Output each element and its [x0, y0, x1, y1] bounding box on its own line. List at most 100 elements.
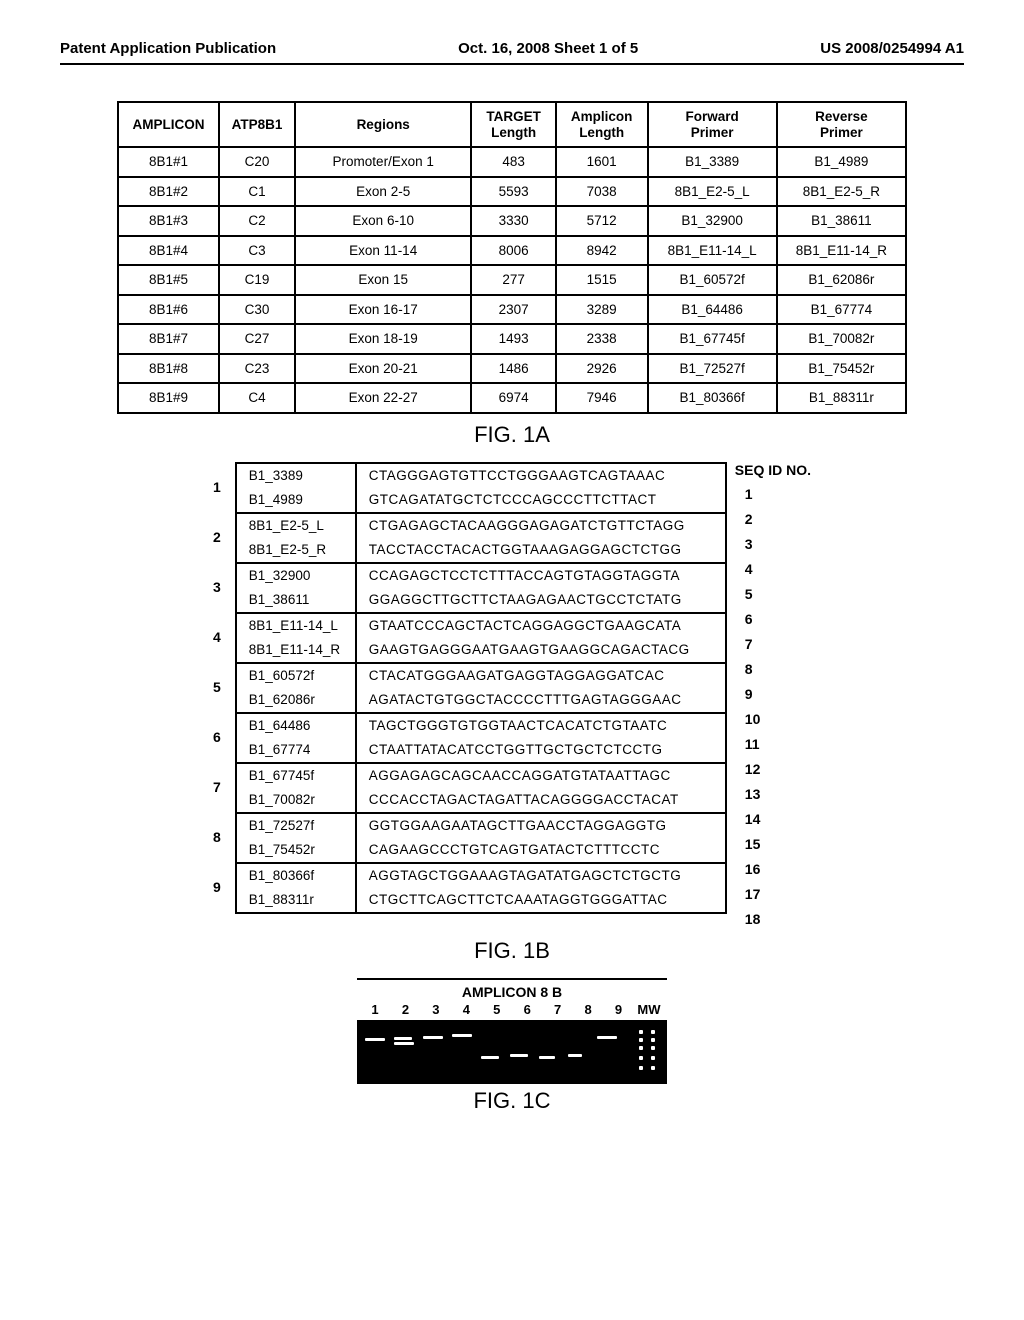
- fig1a-cell: 2307: [471, 295, 556, 325]
- fig1b-group-index: 5: [213, 662, 227, 712]
- ladder-band: [651, 1030, 655, 1034]
- seqid-number: 16: [735, 857, 811, 882]
- seqid-number: 4: [735, 557, 811, 582]
- gel-band: [510, 1054, 528, 1057]
- lane-label: 9: [607, 1002, 631, 1017]
- table-row: B1_4989GTCAGATATGCTCTCCCAGCCCTTCTTACT: [236, 488, 726, 513]
- table-row: B1_72527fGGTGGAAGAATAGCTTGAACCTAGGAGGTG: [236, 813, 726, 838]
- fig1a-header-cell: ForwardPrimer: [648, 102, 777, 147]
- fig1a-cell: 2926: [556, 354, 648, 384]
- fig1b-group-indices: 123456789: [213, 462, 227, 912]
- fig1a-cell: Exon 22-27: [295, 383, 471, 413]
- fig1a-cell: C27: [219, 324, 295, 354]
- sequence-cell: CAGAAGCCCTGTCAGTGATACTCTTTCCTC: [356, 838, 726, 863]
- primer-name-cell: B1_72527f: [236, 813, 356, 838]
- sequence-cell: CTAATTATACATCCTGGTTGCTGCTCTCCTG: [356, 738, 726, 763]
- primer-name-cell: B1_32900: [236, 563, 356, 588]
- table-row: 8B1#2C1Exon 2-5559370388B1_E2-5_L8B1_E2-…: [118, 177, 906, 207]
- fig1a-header-cell: Regions: [295, 102, 471, 147]
- fig1b-group-index: 8: [213, 812, 227, 862]
- gel-band: [394, 1042, 414, 1045]
- primer-name-cell: B1_60572f: [236, 663, 356, 688]
- seqid-number: 1: [735, 482, 811, 507]
- primer-name-cell: B1_67745f: [236, 763, 356, 788]
- ladder-band: [651, 1056, 655, 1060]
- gel-band: [423, 1036, 443, 1039]
- table-row: B1_80366fAGGTAGCTGGAAAGTAGATATGAGCTCTGCT…: [236, 863, 726, 888]
- table-row: 8B1_E11-14_RGAAGTGAGGGAATGAAGTGAAGGCAGAC…: [236, 638, 726, 663]
- primer-name-cell: 8B1_E2-5_R: [236, 538, 356, 563]
- primer-name-cell: B1_75452r: [236, 838, 356, 863]
- fig1b-block: 123456789 B1_3389CTAGGGAGTGTTCCTGGGAAGTC…: [60, 462, 964, 932]
- fig1a-cell: 8B1_E2-5_R: [777, 177, 906, 207]
- fig1a-cell: 8B1#7: [118, 324, 219, 354]
- fig1a-cell: 8B1#1: [118, 147, 219, 177]
- fig1a-cell: 277: [471, 265, 556, 295]
- table-row: B1_60572fCTACATGGGAAGATGAGGTAGGAGGATCAC: [236, 663, 726, 688]
- gel-band: [394, 1037, 412, 1040]
- fig1a-cell: 8B1#9: [118, 383, 219, 413]
- seqid-column: SEQ ID NO. 123456789101112131415161718: [735, 462, 811, 932]
- fig1a-cell: Exon 11-14: [295, 236, 471, 266]
- table-row: B1_32900CCAGAGCTCCTCTTTACCAGTGTAGGTAGGTA: [236, 563, 726, 588]
- fig1b-group-index: 6: [213, 712, 227, 762]
- header-right: US 2008/0254994 A1: [820, 40, 964, 57]
- fig1a-cell: 3330: [471, 206, 556, 236]
- seqid-number: 8: [735, 657, 811, 682]
- table-row: B1_75452rCAGAAGCCCTGTCAGTGATACTCTTTCCTC: [236, 838, 726, 863]
- fig1b-group-index: 1: [213, 462, 227, 512]
- fig1a-cell: C30: [219, 295, 295, 325]
- table-row: 8B1_E2-5_RTACCTACCTACACTGGTAAAGAGGAGCTCT…: [236, 538, 726, 563]
- fig1a-cell: B1_72527f: [648, 354, 777, 384]
- fig1a-cell: 8B1#6: [118, 295, 219, 325]
- fig1a-table: AMPLICONATP8B1RegionsTARGETLengthAmplico…: [117, 101, 907, 414]
- fig1a-cell: Exon 15: [295, 265, 471, 295]
- gel-band: [481, 1056, 499, 1059]
- ladder-band: [639, 1038, 643, 1042]
- sequence-cell: GAAGTGAGGGAATGAAGTGAAGGCAGACTACG: [356, 638, 726, 663]
- sequence-cell: GTCAGATATGCTCTCCCAGCCCTTCTTACT: [356, 488, 726, 513]
- seqid-number: 15: [735, 832, 811, 857]
- fig1a-cell: 8B1#5: [118, 265, 219, 295]
- gel-band: [568, 1054, 582, 1057]
- fig1c-label: FIG. 1C: [60, 1088, 964, 1114]
- seqid-number: 7: [735, 632, 811, 657]
- gel-band: [597, 1036, 617, 1039]
- fig1a-cell: 8B1#2: [118, 177, 219, 207]
- primer-name-cell: B1_80366f: [236, 863, 356, 888]
- lane-label: 7: [546, 1002, 570, 1017]
- table-row: 8B1_E2-5_LCTGAGAGCTACAAGGGAGAGATCTGTTCTA…: [236, 513, 726, 538]
- fig1a-cell: C1: [219, 177, 295, 207]
- lane-label: MW: [637, 1002, 661, 1017]
- fig1a-cell: 8B1_E11-14_R: [777, 236, 906, 266]
- table-row: 8B1#8C23Exon 20-2114862926B1_72527fB1_75…: [118, 354, 906, 384]
- fig1a-cell: 5712: [556, 206, 648, 236]
- ladder-band: [651, 1066, 655, 1070]
- fig1c-block: AMPLICON 8 B 123456789MW: [357, 978, 667, 1084]
- fig1b-group-index: 3: [213, 562, 227, 612]
- lane-label: 4: [454, 1002, 478, 1017]
- fig1a-cell: C3: [219, 236, 295, 266]
- fig1c-lane-labels: 123456789MW: [357, 1000, 667, 1020]
- lane-label: 3: [424, 1002, 448, 1017]
- seqid-number: 14: [735, 807, 811, 832]
- fig1a-cell: B1_3389: [648, 147, 777, 177]
- sequence-cell: TAGCTGGGTGTGGTAACTCACATCTGTAATC: [356, 713, 726, 738]
- gel-band: [539, 1056, 555, 1059]
- fig1c-title: AMPLICON 8 B: [357, 978, 667, 1000]
- primer-name-cell: B1_88311r: [236, 888, 356, 913]
- primer-name-cell: B1_67774: [236, 738, 356, 763]
- seqid-number: 5: [735, 582, 811, 607]
- fig1a-cell: B1_80366f: [648, 383, 777, 413]
- fig1a-cell: 1493: [471, 324, 556, 354]
- fig1a-cell: B1_32900: [648, 206, 777, 236]
- ladder-band: [639, 1056, 643, 1060]
- fig1a-header-cell: ATP8B1: [219, 102, 295, 147]
- seqid-number: 12: [735, 757, 811, 782]
- fig1a-cell: 7946: [556, 383, 648, 413]
- seqid-number: 2: [735, 507, 811, 532]
- fig1a-cell: 8B1_E11-14_L: [648, 236, 777, 266]
- table-row: 8B1#9C4Exon 22-2769747946B1_80366fB1_883…: [118, 383, 906, 413]
- fig1a-cell: B1_38611: [777, 206, 906, 236]
- lane-label: 8: [576, 1002, 600, 1017]
